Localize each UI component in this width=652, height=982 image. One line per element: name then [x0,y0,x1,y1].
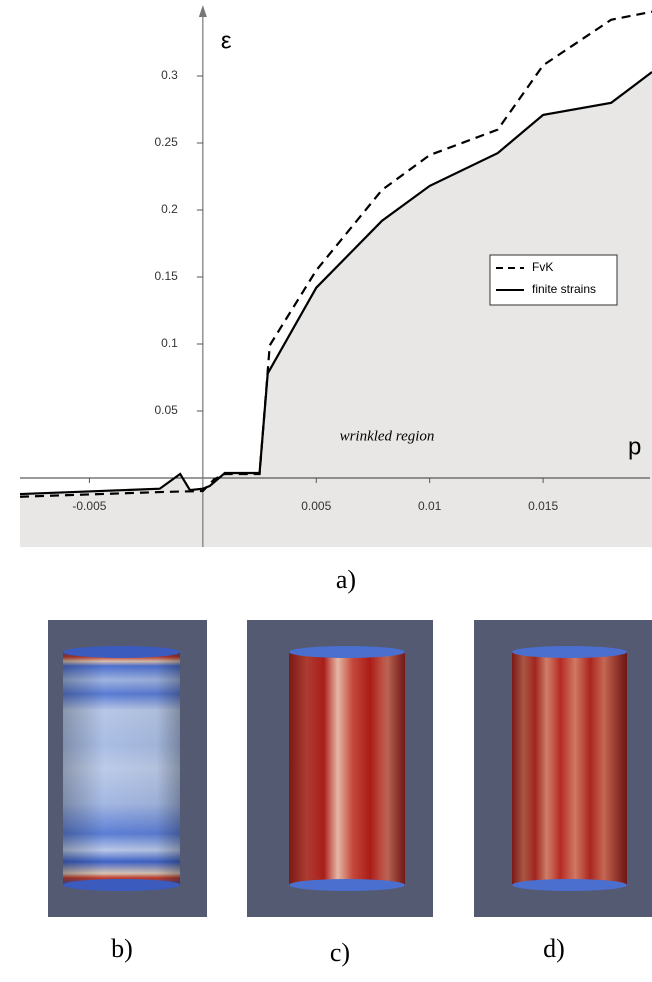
y-axis-label: ε [221,27,232,54]
panel-label: b) [111,934,133,963]
panel-label: d) [543,934,565,963]
x-tick-label: 0.015 [528,499,558,513]
image-b [48,620,207,917]
legend-box [489,254,618,306]
legend-label: FvK [532,260,553,274]
region-fill [20,71,652,548]
image-c [247,620,433,917]
legend-label: finite strains [532,282,596,296]
series-line [19,71,652,496]
y-tick-label: 0.25 [154,135,178,149]
y-tick-label: 0.05 [154,403,178,417]
x-tick-label: 0.005 [301,499,331,513]
x-tick-label: -0.005 [72,499,106,513]
panel-label: c) [330,938,350,967]
annotation: wrinkled region [340,428,435,444]
image-d [474,620,652,917]
x-axis-label: p [628,433,641,460]
y-tick-label: 0.15 [154,269,178,283]
y-tick-label: 0.1 [161,336,178,350]
y-tick-label: 0.2 [161,202,178,216]
y-axis-arrow [198,5,207,17]
panel-label: a) [336,565,356,594]
y-tick-label: 0.3 [161,68,178,82]
plot-area: ε p 0.05 0.1 0.15 0.2 0.25 0.3 -0.005 0.005 0.01 0.… [19,5,652,548]
x-tick-label: 0.01 [418,499,442,513]
